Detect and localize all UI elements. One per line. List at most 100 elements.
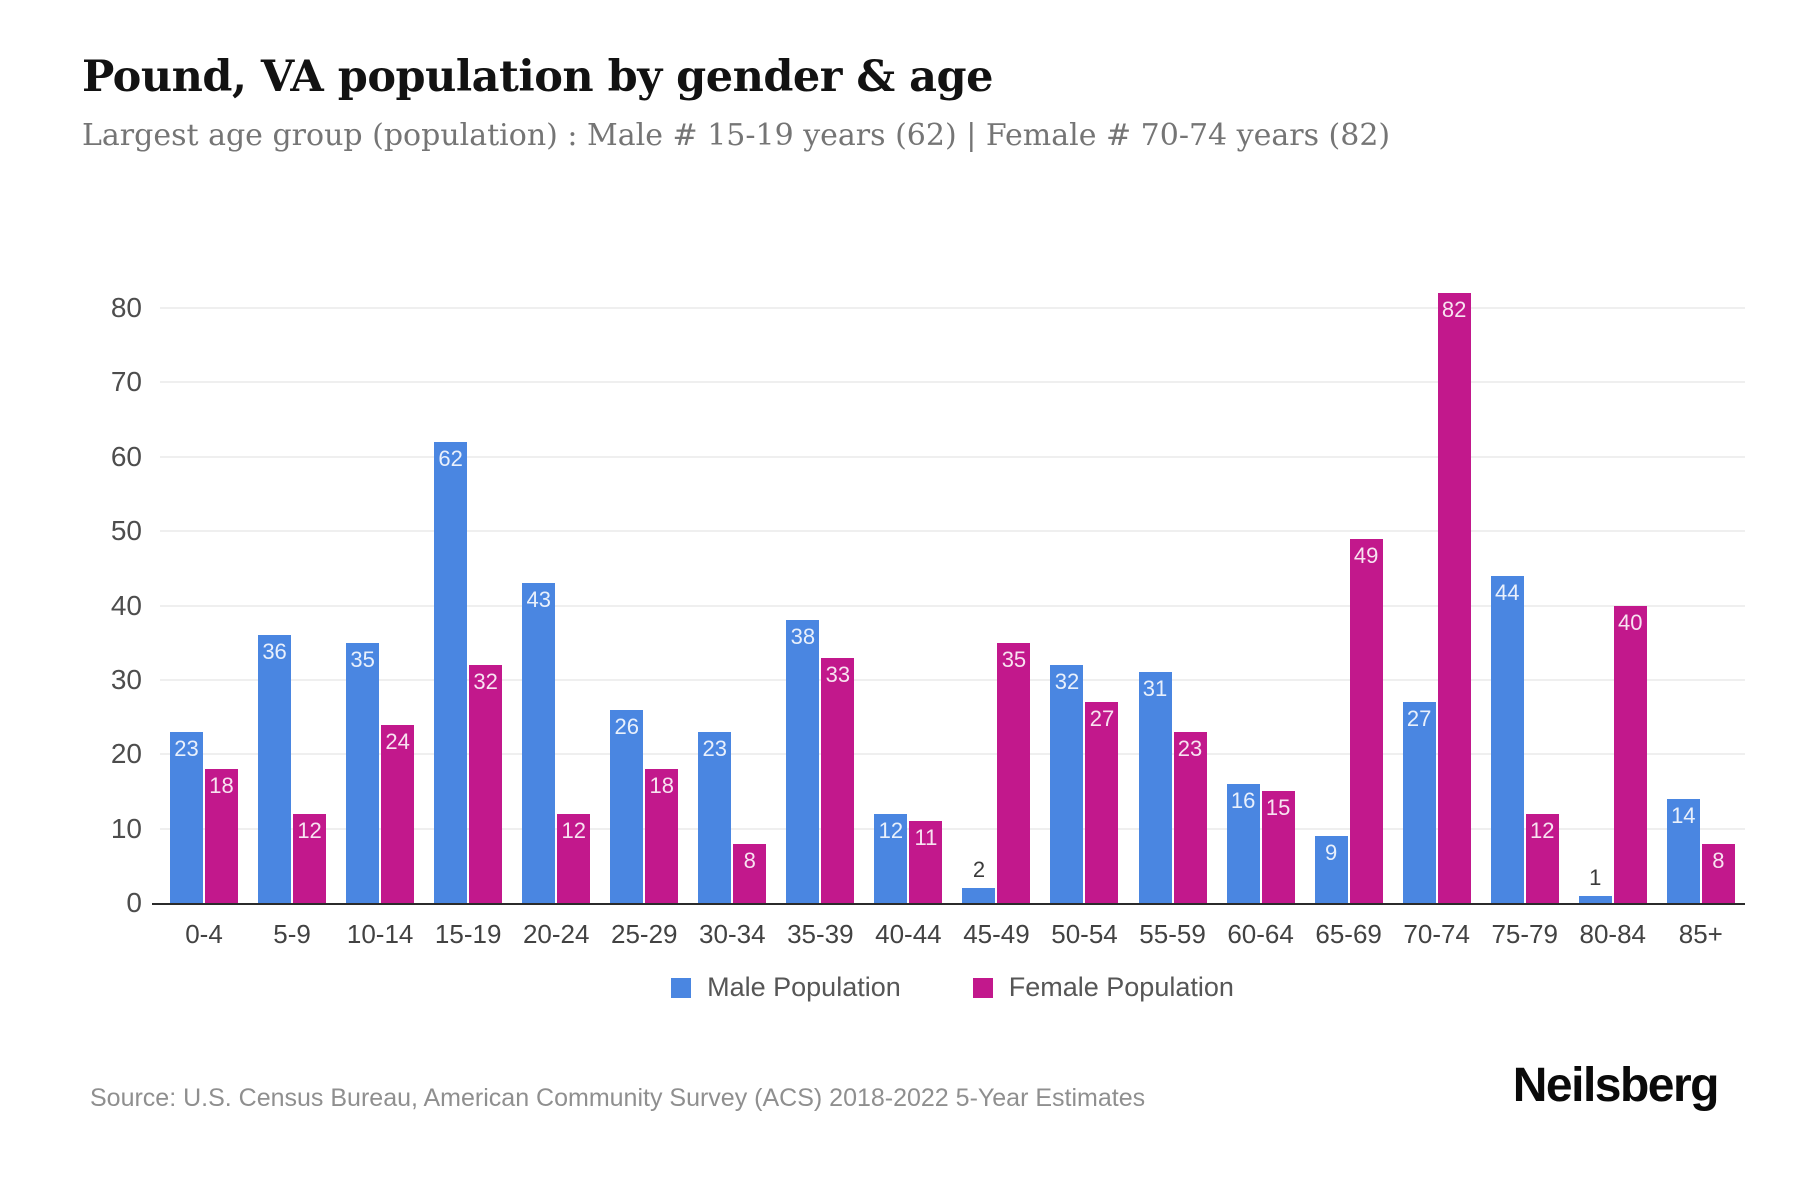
legend-swatch-icon bbox=[972, 977, 993, 998]
bar-group-40-44: 12 11 40-44 bbox=[874, 308, 943, 949]
chart-title: Pound, VA population by gender & age bbox=[82, 52, 993, 102]
bar-value-label: 32 bbox=[1054, 669, 1080, 694]
bar-value-label: 23 bbox=[702, 735, 728, 761]
x-axis-line bbox=[152, 903, 1745, 905]
bar-value-label: 32 bbox=[473, 669, 498, 694]
bar-male-45-49: 2 bbox=[962, 857, 996, 903]
bar-female-45-49: 35 bbox=[997, 642, 1031, 903]
bar-value-label: 12 bbox=[1529, 817, 1555, 843]
bar-male-5-9: 36 bbox=[258, 635, 292, 903]
y-tick-label-0: 0 bbox=[126, 887, 142, 918]
bar-value-label: 62 bbox=[438, 445, 463, 471]
bar-group-70-74: 27 82 70-74 bbox=[1402, 293, 1471, 949]
bar-female-40-44: 11 bbox=[909, 821, 943, 903]
bar-group-60-64: 16 15 60-64 bbox=[1226, 308, 1295, 949]
bar-male-50-54: 32 bbox=[1050, 665, 1084, 903]
y-tick-label-50: 50 bbox=[110, 515, 142, 547]
x-tick-label-20-24: 20-24 bbox=[522, 919, 590, 949]
bar-group-65-69: 9 49 65-69 bbox=[1314, 308, 1383, 949]
bar-male-80-84: 1 bbox=[1578, 865, 1612, 903]
bar-group-25-29: 26 18 25-29 bbox=[610, 308, 679, 949]
x-tick-label-45-49: 45-49 bbox=[963, 919, 1030, 949]
legend-item-male-population: Male Population bbox=[671, 972, 901, 1003]
x-tick-label-5-9: 5-9 bbox=[273, 919, 311, 949]
bar-value-label: 1 bbox=[1589, 864, 1602, 890]
bar-male-15-19: 62 bbox=[434, 441, 468, 903]
bar-male-10-14: 35 bbox=[346, 642, 380, 903]
y-tick-label-70: 70 bbox=[110, 366, 142, 398]
x-tick-label-60-64: 60-64 bbox=[1227, 919, 1294, 949]
x-tick-label-15-19: 15-19 bbox=[434, 919, 502, 949]
y-tick-label-60: 60 bbox=[110, 440, 142, 472]
bar-male-20-24: 43 bbox=[522, 583, 556, 903]
x-tick-label-65-69: 65-69 bbox=[1315, 919, 1382, 949]
bar-group-0-4: 23 18 0-4 bbox=[170, 308, 239, 949]
bar-female-15-19: 32 bbox=[469, 665, 503, 903]
bar-female-20-24: 12 bbox=[557, 813, 591, 903]
bar-value-label: 12 bbox=[878, 817, 904, 843]
bar-value-label: 35 bbox=[350, 646, 375, 672]
bar-female-60-64: 15 bbox=[1261, 791, 1295, 903]
gridline-20 bbox=[160, 753, 1745, 756]
bar-groups: 23 18 0-4 36 12 5-9 35 24 10-14 62 32 15-19 43 12 20-2… bbox=[160, 293, 1745, 949]
bar-group-20-24: 43 12 20-24 bbox=[522, 308, 591, 949]
bar-value-label: 24 bbox=[385, 728, 410, 754]
bar-female-10-14: 24 bbox=[381, 724, 415, 903]
legend-swatch-icon bbox=[671, 977, 692, 998]
bar-group-45-49: 2 35 45-49 bbox=[962, 308, 1031, 949]
bar-value-label: 18 bbox=[209, 773, 234, 799]
bar-female-5-9: 12 bbox=[293, 813, 327, 903]
y-tick-label-30: 30 bbox=[110, 663, 142, 695]
x-tick-label-70-74: 70-74 bbox=[1403, 919, 1470, 949]
bar-female-75-79: 12 bbox=[1525, 813, 1559, 903]
bar-value-label: 12 bbox=[561, 817, 586, 843]
y-tick-label-20: 20 bbox=[110, 738, 142, 770]
bar-value-label: 23 bbox=[1177, 735, 1203, 761]
bar-value-label: 27 bbox=[1089, 706, 1115, 732]
bar-value-label: 43 bbox=[526, 587, 551, 613]
bar-value-label: 27 bbox=[1406, 706, 1432, 732]
x-tick-label-25-29: 25-29 bbox=[611, 919, 678, 949]
bar-value-label: 36 bbox=[262, 639, 287, 665]
bar-female-65-69: 49 bbox=[1349, 538, 1383, 903]
bar-group-55-59: 31 23 55-59 bbox=[1138, 308, 1207, 949]
bar-group-5-9: 36 12 5-9 bbox=[258, 308, 327, 949]
bar-female-55-59: 23 bbox=[1173, 731, 1207, 903]
bar-value-label: 23 bbox=[174, 735, 199, 761]
x-tick-label-35-39: 35-39 bbox=[787, 919, 854, 949]
gridline-50 bbox=[160, 530, 1745, 533]
bar-group-10-14: 35 24 10-14 bbox=[346, 308, 415, 949]
bar-value-label: 12 bbox=[297, 817, 322, 843]
x-tick-label-80-84: 80-84 bbox=[1579, 919, 1647, 949]
bar-value-label: 38 bbox=[790, 624, 816, 650]
bar-value-label: 49 bbox=[1353, 542, 1379, 568]
bar-value-label: 18 bbox=[649, 773, 674, 799]
bar-value-label: 9 bbox=[1325, 840, 1338, 866]
bar-male-25-29: 26 bbox=[610, 709, 644, 903]
bar-value-label: 8 bbox=[1712, 847, 1725, 873]
gridline-80 bbox=[160, 307, 1745, 309]
bar-female-0-4: 18 bbox=[205, 769, 239, 903]
bar-male-40-44: 12 bbox=[874, 813, 908, 903]
bar-female-50-54: 27 bbox=[1085, 702, 1119, 903]
bar-value-label: 15 bbox=[1265, 795, 1291, 821]
y-tick-label-80: 80 bbox=[110, 292, 142, 323]
bar-value-label: 11 bbox=[914, 825, 938, 851]
bar-male-65-69: 9 bbox=[1314, 836, 1348, 903]
gridline-60 bbox=[160, 455, 1745, 458]
x-tick-label-0-4: 0-4 bbox=[185, 919, 223, 949]
bar-female-70-74: 82 bbox=[1437, 293, 1471, 903]
x-tick-label-85+: 85+ bbox=[1678, 919, 1723, 949]
bar-female-25-29: 18 bbox=[645, 769, 679, 903]
bar-female-80-84: 40 bbox=[1613, 605, 1647, 903]
bar-female-35-39: 33 bbox=[821, 657, 855, 903]
bar-male-60-64: 16 bbox=[1226, 784, 1260, 903]
x-tick-label-55-59: 55-59 bbox=[1139, 919, 1206, 949]
bar-group-75-79: 44 12 75-79 bbox=[1490, 308, 1559, 949]
bar-female-85+: 8 bbox=[1701, 843, 1735, 903]
legend-item-female-population: Female Population bbox=[972, 972, 1234, 1003]
y-tick-label-40: 40 bbox=[110, 589, 142, 621]
brand-logo: Neilsberg bbox=[1512, 1059, 1720, 1112]
